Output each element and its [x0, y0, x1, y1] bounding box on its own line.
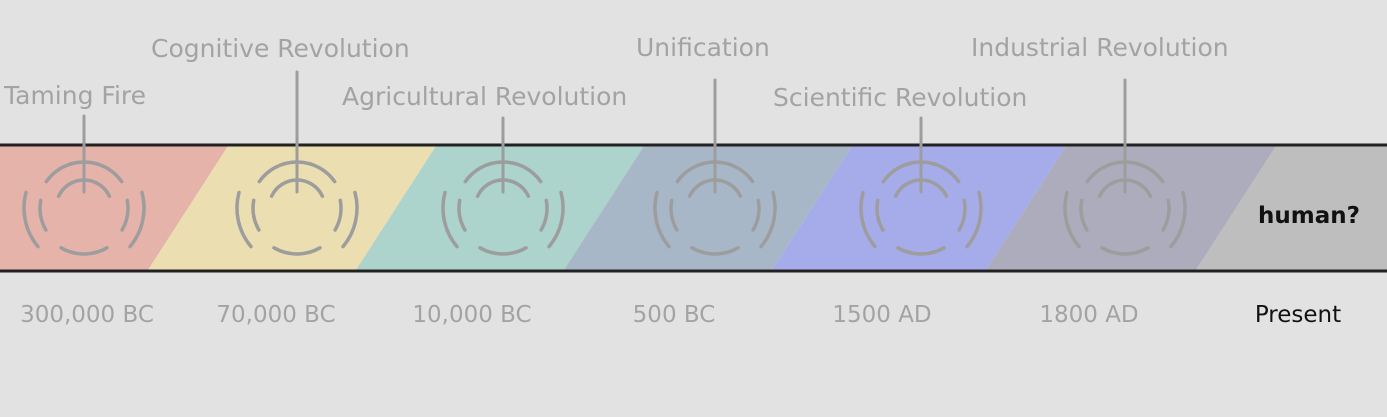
final-segment-label: human?	[1258, 203, 1360, 229]
label-leader-lines	[82, 70, 1127, 194]
era-label-agricultural-revolution: Agricultural Revolution	[342, 82, 627, 111]
era-dates: 300,000 BC 70,000 BC 10,000 BC 500 BC 1500 A…	[20, 302, 1341, 328]
segment-unification	[564, 146, 852, 270]
segment-scientific-revolution	[772, 146, 1066, 270]
era-label-taming-fire: Taming Fire	[3, 81, 146, 110]
era-date-scientific-revolution: 1500 AD	[832, 302, 931, 328]
era-date-industrial-revolution: 1800 AD	[1039, 302, 1138, 328]
segment-final	[1196, 146, 1387, 270]
segment-industrial-revolution	[986, 146, 1276, 270]
segment-agricultural-revolution	[356, 146, 644, 270]
era-label-scientific-revolution: Scientific Revolution	[773, 83, 1027, 112]
era-label-cognitive-revolution: Cognitive Revolution	[151, 34, 410, 63]
segment-cognitive-revolution	[148, 146, 436, 270]
era-label-unification: Unification	[636, 33, 770, 62]
era-label-industrial-revolution: Industrial Revolution	[971, 33, 1229, 62]
segment-taming-fire	[0, 146, 228, 270]
era-segments	[0, 146, 1387, 270]
ripple-icon	[235, 160, 359, 256]
era-date-present: Present	[1255, 302, 1341, 328]
era-date-unification: 500 BC	[633, 302, 716, 328]
era-date-agricultural-revolution: 10,000 BC	[412, 302, 531, 328]
era-date-cognitive-revolution: 70,000 BC	[216, 302, 335, 328]
era-date-taming-fire: 300,000 BC	[20, 302, 154, 328]
